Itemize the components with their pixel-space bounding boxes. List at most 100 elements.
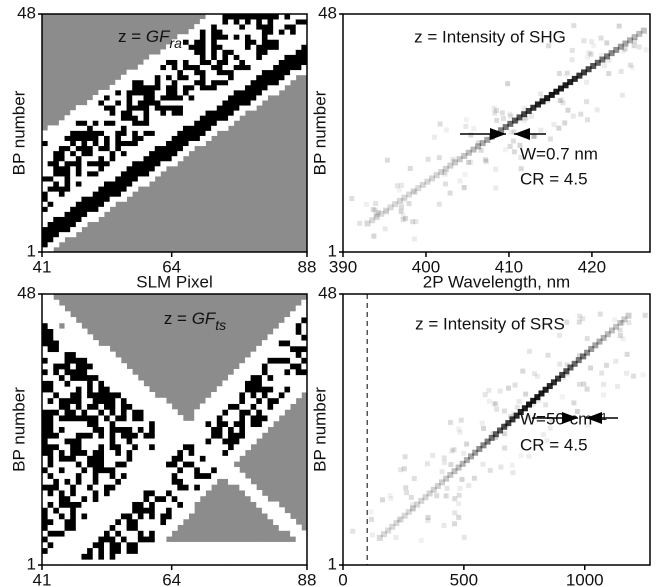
pixel xyxy=(177,449,184,456)
pixel xyxy=(98,145,105,152)
pixel xyxy=(205,120,212,126)
pixel xyxy=(228,19,235,25)
pixel xyxy=(149,501,156,508)
pixel xyxy=(267,397,274,404)
pixel xyxy=(143,89,150,96)
pixel xyxy=(518,166,524,172)
pixel xyxy=(273,357,280,364)
pixel xyxy=(87,363,94,370)
pixel xyxy=(627,37,634,44)
pixel xyxy=(301,317,308,324)
pixel xyxy=(284,403,291,410)
pixel xyxy=(143,432,150,439)
pixel xyxy=(182,478,189,485)
pixel xyxy=(211,392,218,399)
pixel xyxy=(194,59,201,66)
pixel xyxy=(228,95,235,101)
pixel xyxy=(267,392,274,399)
pixel xyxy=(222,403,229,410)
pixel xyxy=(143,420,150,428)
pixel xyxy=(205,449,212,456)
pixel xyxy=(75,449,82,456)
pixel xyxy=(75,351,82,358)
pixel xyxy=(295,317,302,324)
pixel xyxy=(115,518,122,526)
pixel xyxy=(216,54,223,60)
pixel xyxy=(166,403,173,410)
pixel xyxy=(70,191,77,197)
pixel xyxy=(137,553,144,560)
pixel xyxy=(132,100,139,106)
pixel xyxy=(194,39,201,45)
pixel xyxy=(239,64,246,71)
pixel xyxy=(199,125,206,131)
pixel xyxy=(233,79,240,86)
pixel xyxy=(115,357,122,364)
pixel xyxy=(53,409,60,416)
pixel xyxy=(154,89,161,96)
pixel xyxy=(87,100,94,106)
pixel xyxy=(53,351,60,358)
pixel xyxy=(273,363,280,370)
pixel xyxy=(87,507,94,514)
pixel xyxy=(87,206,94,212)
pixel xyxy=(250,392,257,399)
pixel xyxy=(126,100,133,106)
pixel xyxy=(447,162,454,169)
pixel xyxy=(222,115,229,121)
pixel xyxy=(143,478,150,485)
pixel xyxy=(194,44,201,50)
pixel xyxy=(75,409,82,416)
pixel xyxy=(87,130,94,136)
pixel xyxy=(216,403,223,410)
pixel xyxy=(199,449,206,456)
pixel xyxy=(228,79,235,86)
pixel xyxy=(115,380,122,387)
pixel xyxy=(64,130,71,136)
pixel xyxy=(47,409,54,416)
pixel xyxy=(58,165,65,172)
pixel xyxy=(53,206,60,212)
pixel xyxy=(137,150,144,157)
pixel xyxy=(126,536,133,543)
pixel xyxy=(92,386,99,393)
pixel xyxy=(194,100,201,106)
pixel xyxy=(295,24,302,30)
pixel xyxy=(42,472,49,479)
pixel xyxy=(42,536,49,543)
pixel xyxy=(188,420,195,428)
pixel xyxy=(70,160,77,167)
pixel xyxy=(132,110,139,116)
pixel xyxy=(81,357,88,364)
pixel xyxy=(126,409,133,416)
pixel xyxy=(104,397,111,404)
pixel xyxy=(497,388,503,394)
pixel xyxy=(199,466,206,474)
pixel xyxy=(104,170,111,177)
pixel xyxy=(244,357,252,364)
pixel xyxy=(42,415,49,422)
pixel xyxy=(64,221,71,228)
pixel xyxy=(70,176,77,182)
pixel xyxy=(397,516,404,523)
title-main: GF xyxy=(146,27,171,46)
pixel xyxy=(261,426,268,433)
pixel xyxy=(166,484,173,491)
pixel xyxy=(211,438,218,445)
pixel xyxy=(177,495,184,502)
pixel xyxy=(154,115,161,121)
pixel xyxy=(228,432,235,439)
plot-frame xyxy=(41,13,308,253)
annotation: CR = 4.5 xyxy=(520,169,588,188)
pixel xyxy=(177,150,184,157)
y-axis-label: BP number xyxy=(9,90,28,175)
pixel xyxy=(154,100,161,106)
pixel xyxy=(233,559,240,566)
pixel xyxy=(604,40,610,46)
pixel xyxy=(211,466,218,474)
x-axis-label: SLM Pixel xyxy=(136,272,213,291)
pixel xyxy=(126,115,133,121)
pixel xyxy=(228,44,235,50)
pixel xyxy=(137,495,144,502)
pixel xyxy=(188,115,195,121)
